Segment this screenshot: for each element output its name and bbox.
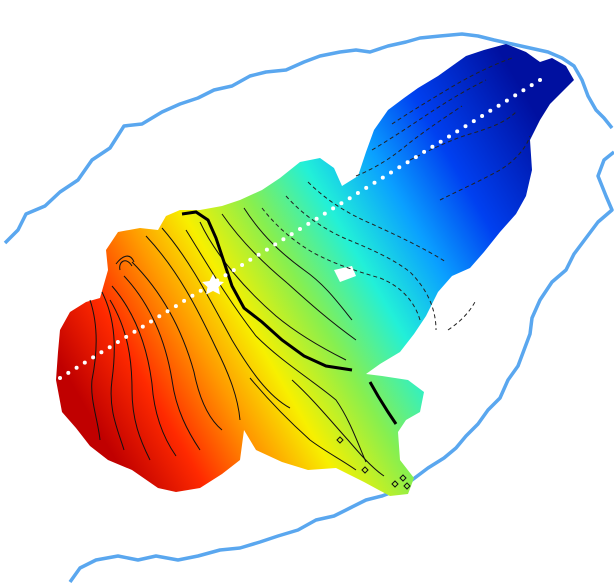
profile-dot [165, 309, 170, 314]
fault-lines [181, 210, 398, 425]
profile-dot [364, 185, 369, 190]
contour-line [371, 79, 487, 151]
profile-dot [240, 263, 245, 267]
profile-dot [372, 180, 377, 185]
fault-line [181, 210, 353, 372]
profile-dot [264, 247, 269, 252]
diamond-symbol [399, 474, 407, 482]
profile-dot [347, 196, 352, 201]
profile-dot [190, 293, 195, 298]
contour-line [439, 135, 531, 201]
surface-patch-main [56, 44, 574, 496]
profile-dot [471, 119, 476, 124]
profile-dot [132, 329, 137, 334]
contour-line [185, 229, 367, 463]
star-icon [202, 274, 224, 295]
profile-dot [521, 88, 526, 93]
contour-line [145, 235, 241, 421]
profile-dot [389, 170, 393, 175]
contour-line [119, 260, 133, 271]
boundary-outline [3, 32, 614, 583]
profile-dot [496, 103, 501, 108]
contour-line [199, 221, 347, 361]
profile-dot [256, 252, 261, 257]
profile-dot [463, 124, 468, 129]
contour-lines [89, 57, 531, 477]
profile-dot [182, 298, 187, 303]
profile-dot [306, 221, 311, 226]
point-symbols [336, 436, 411, 490]
profile-dot [107, 345, 112, 350]
contour-line [447, 299, 477, 331]
contour-line [131, 261, 223, 431]
profile-dot [140, 324, 145, 329]
contour-line [307, 181, 447, 263]
profile-dot [355, 191, 360, 195]
fault-line [368, 381, 398, 425]
contour-line [89, 299, 101, 441]
profile-dot [149, 319, 153, 324]
profile-dot [248, 257, 253, 262]
profile-dot [281, 237, 286, 242]
profile-dot [82, 360, 87, 365]
profile-dot [298, 227, 302, 231]
diamond-symbol [361, 466, 369, 474]
profile-dot [488, 108, 493, 113]
contour-line [243, 207, 353, 321]
profile-dot [529, 83, 534, 88]
profile-dot [322, 211, 327, 216]
profile-dot [223, 273, 228, 278]
boundary-lower-arc [68, 150, 614, 583]
profile-dot [157, 314, 162, 319]
profile-dot [513, 93, 518, 98]
profile-dot [331, 206, 336, 211]
profile-dot [173, 304, 178, 309]
profile-dot [455, 129, 460, 134]
profile-dot [273, 242, 278, 247]
profile-dot [289, 232, 294, 237]
boundary-upper-arc [3, 32, 614, 245]
contour-line [285, 195, 437, 331]
contour-line [101, 291, 125, 451]
profile-dot [538, 78, 542, 82]
profile-dot [198, 288, 203, 293]
profile-dot [66, 370, 71, 375]
profile-dot [58, 376, 62, 380]
profile-dot [405, 160, 410, 165]
profile-dot [438, 139, 443, 144]
profile-dot [380, 175, 385, 180]
profile-dot [124, 334, 129, 339]
profile-dot [115, 340, 120, 344]
profile-dot [480, 114, 485, 118]
profile-dot [99, 350, 104, 355]
profile-dot [91, 355, 96, 360]
diamond-symbol [336, 436, 344, 444]
surface-hole [334, 266, 356, 282]
profile-dot [339, 201, 344, 206]
profile-dot [231, 268, 236, 273]
diamond-symbol [403, 482, 411, 490]
contour-line [161, 227, 291, 409]
diamond-symbol [391, 480, 399, 488]
profile-dot [413, 155, 418, 160]
contour-line [221, 213, 357, 341]
contour-line [249, 377, 357, 471]
contour-line [111, 285, 177, 457]
contour-line [123, 275, 201, 451]
profile-dot [447, 134, 451, 139]
contour-line [115, 255, 135, 265]
star-marker [202, 274, 224, 295]
profile-dot [430, 144, 435, 149]
contour-line [409, 111, 517, 161]
profile-dot [422, 149, 427, 154]
contour-line [291, 379, 385, 477]
profile-dot [397, 165, 402, 170]
heatmap-surface [56, 44, 574, 496]
profile-dot [314, 216, 319, 221]
profile-dot [74, 365, 79, 370]
profile-dot [504, 98, 509, 103]
contour-line [109, 299, 151, 461]
